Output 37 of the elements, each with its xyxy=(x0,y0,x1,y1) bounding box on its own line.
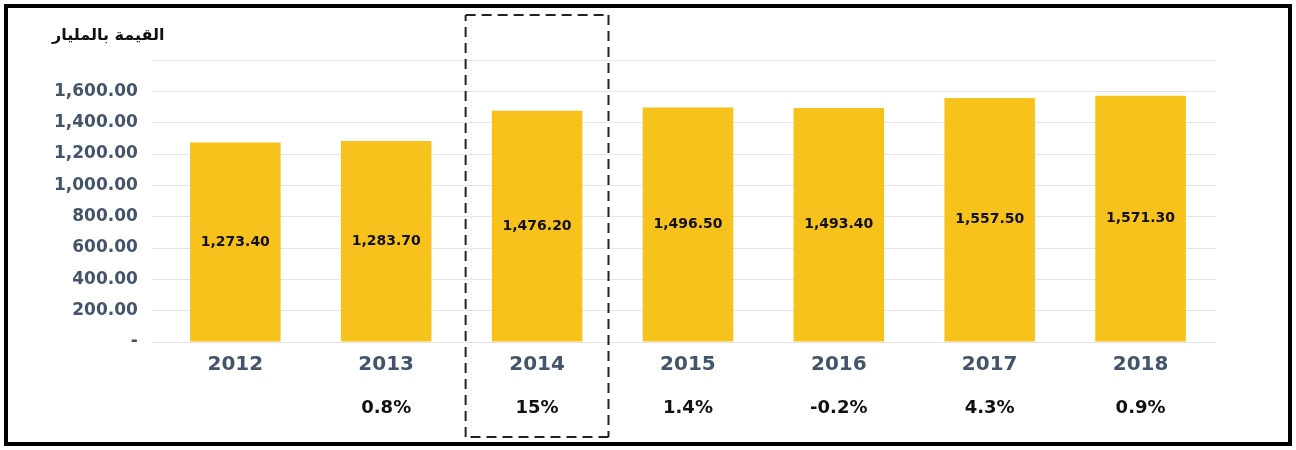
data-label: 1,283.70 xyxy=(351,231,421,248)
y-axis-title: القيمة بالمليار xyxy=(51,25,165,45)
y-tick-label: 1,200.00 xyxy=(54,142,139,163)
text: 1.4% xyxy=(662,395,713,417)
data-label: 1,493.40 xyxy=(804,215,874,232)
y-tick-label: 1,600.00 xyxy=(54,79,139,100)
text: 0.8% xyxy=(361,395,412,417)
x-tick-label: 2016 xyxy=(810,351,867,376)
x-tick-label: 2014 xyxy=(509,351,565,376)
y-tick-label: 200.00 xyxy=(72,299,139,320)
y-tick-label: 1,000.00 xyxy=(54,173,139,194)
text: 0.9% xyxy=(1115,395,1166,417)
x-tick-label: 2012 xyxy=(207,351,264,376)
data-label: 1,496.50 xyxy=(653,215,723,232)
bar xyxy=(1095,95,1186,342)
bar xyxy=(340,140,432,342)
x-tick-label: 2018 xyxy=(1112,351,1169,376)
text: 4.3% xyxy=(964,395,1015,417)
data-label: 1,273.40 xyxy=(200,232,271,249)
data-label: 1,571.30 xyxy=(1106,209,1176,226)
bar xyxy=(642,107,734,342)
y-tick-label: - xyxy=(130,330,138,351)
y-tick-label: 400.00 xyxy=(72,267,139,288)
text: -0.2% xyxy=(810,395,868,417)
data-label: 1,476.20 xyxy=(502,216,572,233)
data-label: 1,557.50 xyxy=(955,210,1025,227)
y-tick-label: 600.00 xyxy=(72,236,139,257)
bar xyxy=(944,97,1035,342)
y-tick-label: 800.00 xyxy=(72,205,139,226)
bar xyxy=(491,110,583,342)
x-tick-label: 2013 xyxy=(358,351,415,376)
y-tick-label: 1,400.00 xyxy=(54,111,139,132)
x-tick-label: 2015 xyxy=(660,351,716,376)
bar xyxy=(190,142,281,342)
bar xyxy=(793,108,885,342)
text: 15% xyxy=(515,395,559,417)
x-tick-label: 2017 xyxy=(961,351,1018,376)
